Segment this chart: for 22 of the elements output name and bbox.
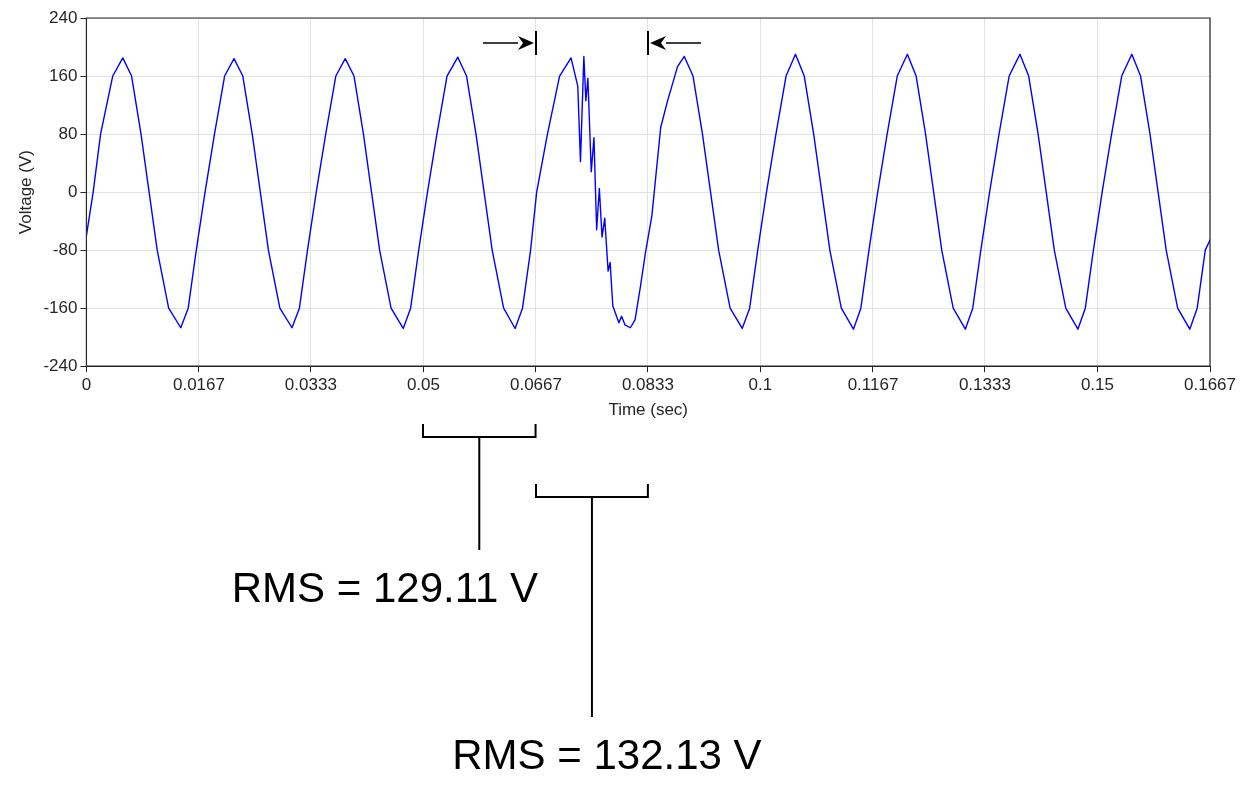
x-tick-label: 0.1167 [847,375,899,395]
y-tick-label: -80 [52,239,78,259]
x-tick-label: 0.1333 [958,375,1011,395]
x-tick-label: 0.15 [1080,375,1114,395]
x-tick-label: 0.0333 [284,375,337,395]
y-tick-label: -240 [43,355,78,375]
y-tick-label: 80 [58,123,78,143]
x-tick-label: 0.0833 [621,375,674,395]
x-tick-label: 0.05 [406,375,440,395]
y-tick-label: 0 [67,181,78,201]
y-axis-title: Voltage (V) [15,150,35,235]
x-tick-label: 0.1 [748,375,773,395]
x-tick-label: 0.0667 [509,375,562,395]
y-tick-label: 240 [49,7,78,27]
x-tick-label: 0.1667 [1184,375,1236,395]
y-tick-label: 160 [49,65,78,85]
x-tick-label: 0 [81,375,92,395]
y-tick-label: -160 [43,297,78,317]
x-axis-title: Time (sec) [608,400,689,420]
text: RMS = 132.13 V [452,731,762,779]
text: RMS = 129.11 V [231,564,538,612]
x-tick-label: 0.0167 [172,375,225,395]
